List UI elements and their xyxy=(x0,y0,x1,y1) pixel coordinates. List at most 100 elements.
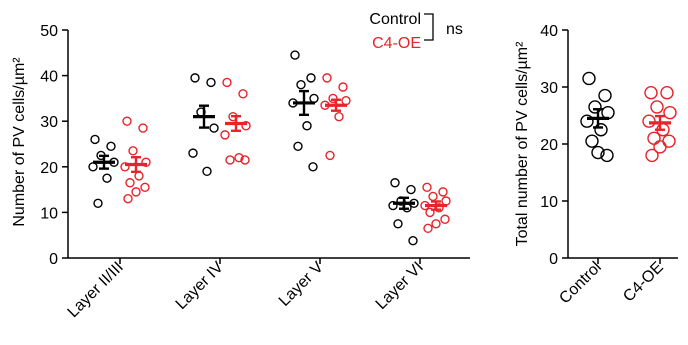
control-point xyxy=(102,173,112,183)
c4-oe-point xyxy=(425,207,435,218)
c4-oe-point xyxy=(225,155,235,165)
control-point xyxy=(594,123,608,137)
c4-oe-point xyxy=(653,140,667,154)
c4-oe-point xyxy=(341,95,351,106)
control-point xyxy=(591,145,605,160)
c4-oe-point xyxy=(662,134,676,148)
control-point xyxy=(308,162,318,172)
c4-oe-point xyxy=(122,116,132,126)
c4-oe-point xyxy=(134,171,144,181)
c4-oe-point xyxy=(660,85,674,100)
c4-oe-point xyxy=(642,114,656,128)
control-point xyxy=(585,134,599,148)
y-tick-label: 50 xyxy=(40,23,58,40)
control-point xyxy=(90,134,100,145)
left-data-marks xyxy=(88,50,451,246)
control-point xyxy=(302,121,312,131)
y-tick-label: 0 xyxy=(549,251,558,268)
c4-oe-point xyxy=(138,123,148,133)
c4-oe-point xyxy=(650,100,664,114)
significance-bracket xyxy=(424,13,434,41)
control-point xyxy=(206,77,216,88)
c4-oe-point xyxy=(645,148,659,163)
control-point xyxy=(309,93,319,104)
c4-oe-point xyxy=(322,73,332,83)
right-axes: 0 10 20 30 40 Control C4-OE xyxy=(540,23,678,307)
x-tick-label-c4-oe: C4-OE xyxy=(620,259,667,306)
c4-oe-point xyxy=(241,121,251,131)
c4-oe-point xyxy=(240,155,250,165)
control-point xyxy=(588,100,602,114)
c4-oe-point xyxy=(222,77,232,88)
x-tick-label-control: Control xyxy=(556,259,604,307)
significance-label: ns xyxy=(446,21,463,38)
x-tick-label-layer-ii-iii: Layer II/III xyxy=(65,259,127,321)
y-tick-label: 0 xyxy=(49,251,58,268)
control-point xyxy=(290,50,300,60)
c4-oe-point xyxy=(647,131,661,146)
c4-oe-point xyxy=(644,85,658,100)
c4-oe-point xyxy=(431,219,441,229)
c4-oe-point xyxy=(120,162,130,172)
control-point xyxy=(406,184,416,195)
control-point xyxy=(390,178,400,188)
control-point xyxy=(580,114,594,128)
control-point xyxy=(190,73,200,83)
control-point xyxy=(88,162,98,172)
control-point xyxy=(306,73,316,83)
y-tick-label: 30 xyxy=(40,114,58,131)
c4-oe-point xyxy=(325,150,335,161)
x-tick-label-layer-vi: Layer VI xyxy=(373,259,427,313)
control-point xyxy=(582,71,596,86)
c4-oe-point xyxy=(140,182,150,193)
total-chart: Total number of PV cells/µm² 0 10 20 30 40 Co… xyxy=(514,23,678,307)
c4-oe-point xyxy=(238,89,248,99)
y-tick-label: 40 xyxy=(540,23,558,40)
y-tick-label: 10 xyxy=(540,194,558,211)
y-tick-label: 30 xyxy=(540,80,558,97)
right-data-marks xyxy=(580,71,677,163)
c4-oe-point xyxy=(440,214,450,224)
y-tick-label: 20 xyxy=(40,160,58,177)
c4-oe-point xyxy=(123,194,133,204)
c4-oe-point xyxy=(334,111,344,122)
layer-chart: Number of PV cells/µm² 0 10 20 30 40 50 Layer … xyxy=(11,11,470,321)
control-point xyxy=(296,80,306,90)
x-tick-label-layer-iv: Layer IV xyxy=(173,259,227,313)
control-point xyxy=(93,198,103,208)
control-point xyxy=(202,166,212,177)
c4-oe-point xyxy=(663,105,677,120)
c4-oe-point xyxy=(234,152,244,163)
control-point xyxy=(408,235,418,246)
c4-oe-point xyxy=(338,82,348,92)
c4-oe-point xyxy=(422,182,432,193)
c4-oe-point xyxy=(438,187,448,197)
legend-entry-c4-oe: C4-OE xyxy=(372,35,421,52)
right-y-axis-label: Total number of PV cells/µm² xyxy=(514,41,531,247)
legend-entry-control: Control xyxy=(369,11,421,28)
control-point xyxy=(600,148,614,163)
y-tick-label: 10 xyxy=(40,205,58,222)
x-tick-label-layer-v: Layer V xyxy=(276,259,327,310)
control-point xyxy=(188,148,198,158)
control-point xyxy=(293,141,303,151)
y-tick-label: 40 xyxy=(40,69,58,86)
left-axes: 0 10 20 30 40 50 Layer II/III Layer IV Layer V La… xyxy=(40,23,470,321)
left-y-axis-label: Number of PV cells/µm² xyxy=(11,57,28,227)
c4-oe-point xyxy=(125,178,135,188)
c4-oe-point xyxy=(128,146,138,156)
c4-oe-point xyxy=(131,187,141,197)
c4-oe-point xyxy=(141,157,151,167)
control-point xyxy=(209,123,219,133)
control-point xyxy=(393,219,403,229)
control-point xyxy=(106,141,116,151)
legend: Control C4-OE ns xyxy=(369,11,462,52)
control-point xyxy=(388,200,398,211)
c4-oe-point xyxy=(428,191,438,202)
c4-oe-point xyxy=(423,223,433,234)
c4-oe-point xyxy=(220,130,230,140)
c4-oe-point xyxy=(328,93,338,104)
y-tick-label: 20 xyxy=(540,137,558,154)
control-point xyxy=(598,88,612,103)
